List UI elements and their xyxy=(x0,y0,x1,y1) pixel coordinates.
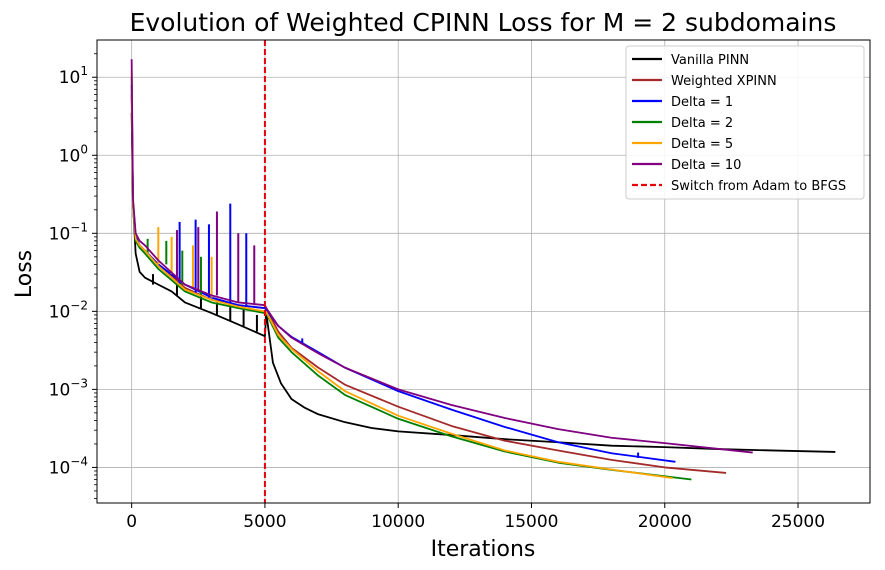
y-tick-label: 10−3 xyxy=(49,376,88,400)
y-tick-exponent: −3 xyxy=(70,376,88,390)
x-axis-label: Iterations xyxy=(431,537,536,562)
x-tick-label: 20000 xyxy=(638,512,692,532)
series-line-4 xyxy=(130,71,673,479)
series-line-0 xyxy=(130,112,836,453)
y-tick-label: 100 xyxy=(59,142,88,166)
x-tick-label: 0 xyxy=(126,512,137,532)
y-tick-base: 10 xyxy=(49,458,71,478)
x-tick-label: 25000 xyxy=(771,512,825,532)
y-tick-base: 10 xyxy=(49,380,71,400)
y-tick-label: 10−1 xyxy=(49,220,88,244)
y-tick-label: 101 xyxy=(59,64,88,88)
y-axis-label: Loss xyxy=(12,250,37,298)
x-tick-label: 10000 xyxy=(371,512,425,532)
legend-label: Vanilla PINN xyxy=(671,53,749,68)
y-tick-label: 10−4 xyxy=(49,454,88,478)
axes-border xyxy=(96,39,871,504)
y-tick-exponent: 0 xyxy=(80,142,88,156)
axes-frame xyxy=(96,39,871,504)
y-tick-base: 10 xyxy=(49,302,71,322)
y-tick-exponent: −4 xyxy=(70,454,88,468)
legend-label: Switch from Adam to BFGS xyxy=(671,179,846,194)
y-tick-label: 10−2 xyxy=(49,298,88,322)
y-tick-base: 10 xyxy=(49,224,71,244)
chart-title: Evolution of Weighted CPINN Loss for M =… xyxy=(130,8,837,37)
legend-box xyxy=(625,45,865,200)
y-tick-exponent: −2 xyxy=(70,298,88,312)
legend-label: Delta = 5 xyxy=(671,137,733,152)
legend-label: Weighted XPINN xyxy=(671,74,777,89)
legend: Vanilla PINN Weighted XPINN Delta = 1 Delta… xyxy=(625,45,865,200)
legend-label: Delta = 10 xyxy=(671,158,741,173)
series-layer xyxy=(130,59,836,481)
legend-label: Delta = 2 xyxy=(671,116,733,131)
x-tick-label: 5000 xyxy=(243,512,286,532)
y-tick-base: 10 xyxy=(59,68,81,88)
x-ticks: 0 5000 10000 15000 20000 25000 xyxy=(126,503,825,532)
legend-label: Delta = 1 xyxy=(671,95,733,110)
y-tick-exponent: −1 xyxy=(70,220,88,234)
y-tick-base: 10 xyxy=(59,146,81,166)
y-tick-exponent: 1 xyxy=(80,64,88,78)
x-tick-label: 15000 xyxy=(504,512,558,532)
series-line-5 xyxy=(130,59,753,454)
